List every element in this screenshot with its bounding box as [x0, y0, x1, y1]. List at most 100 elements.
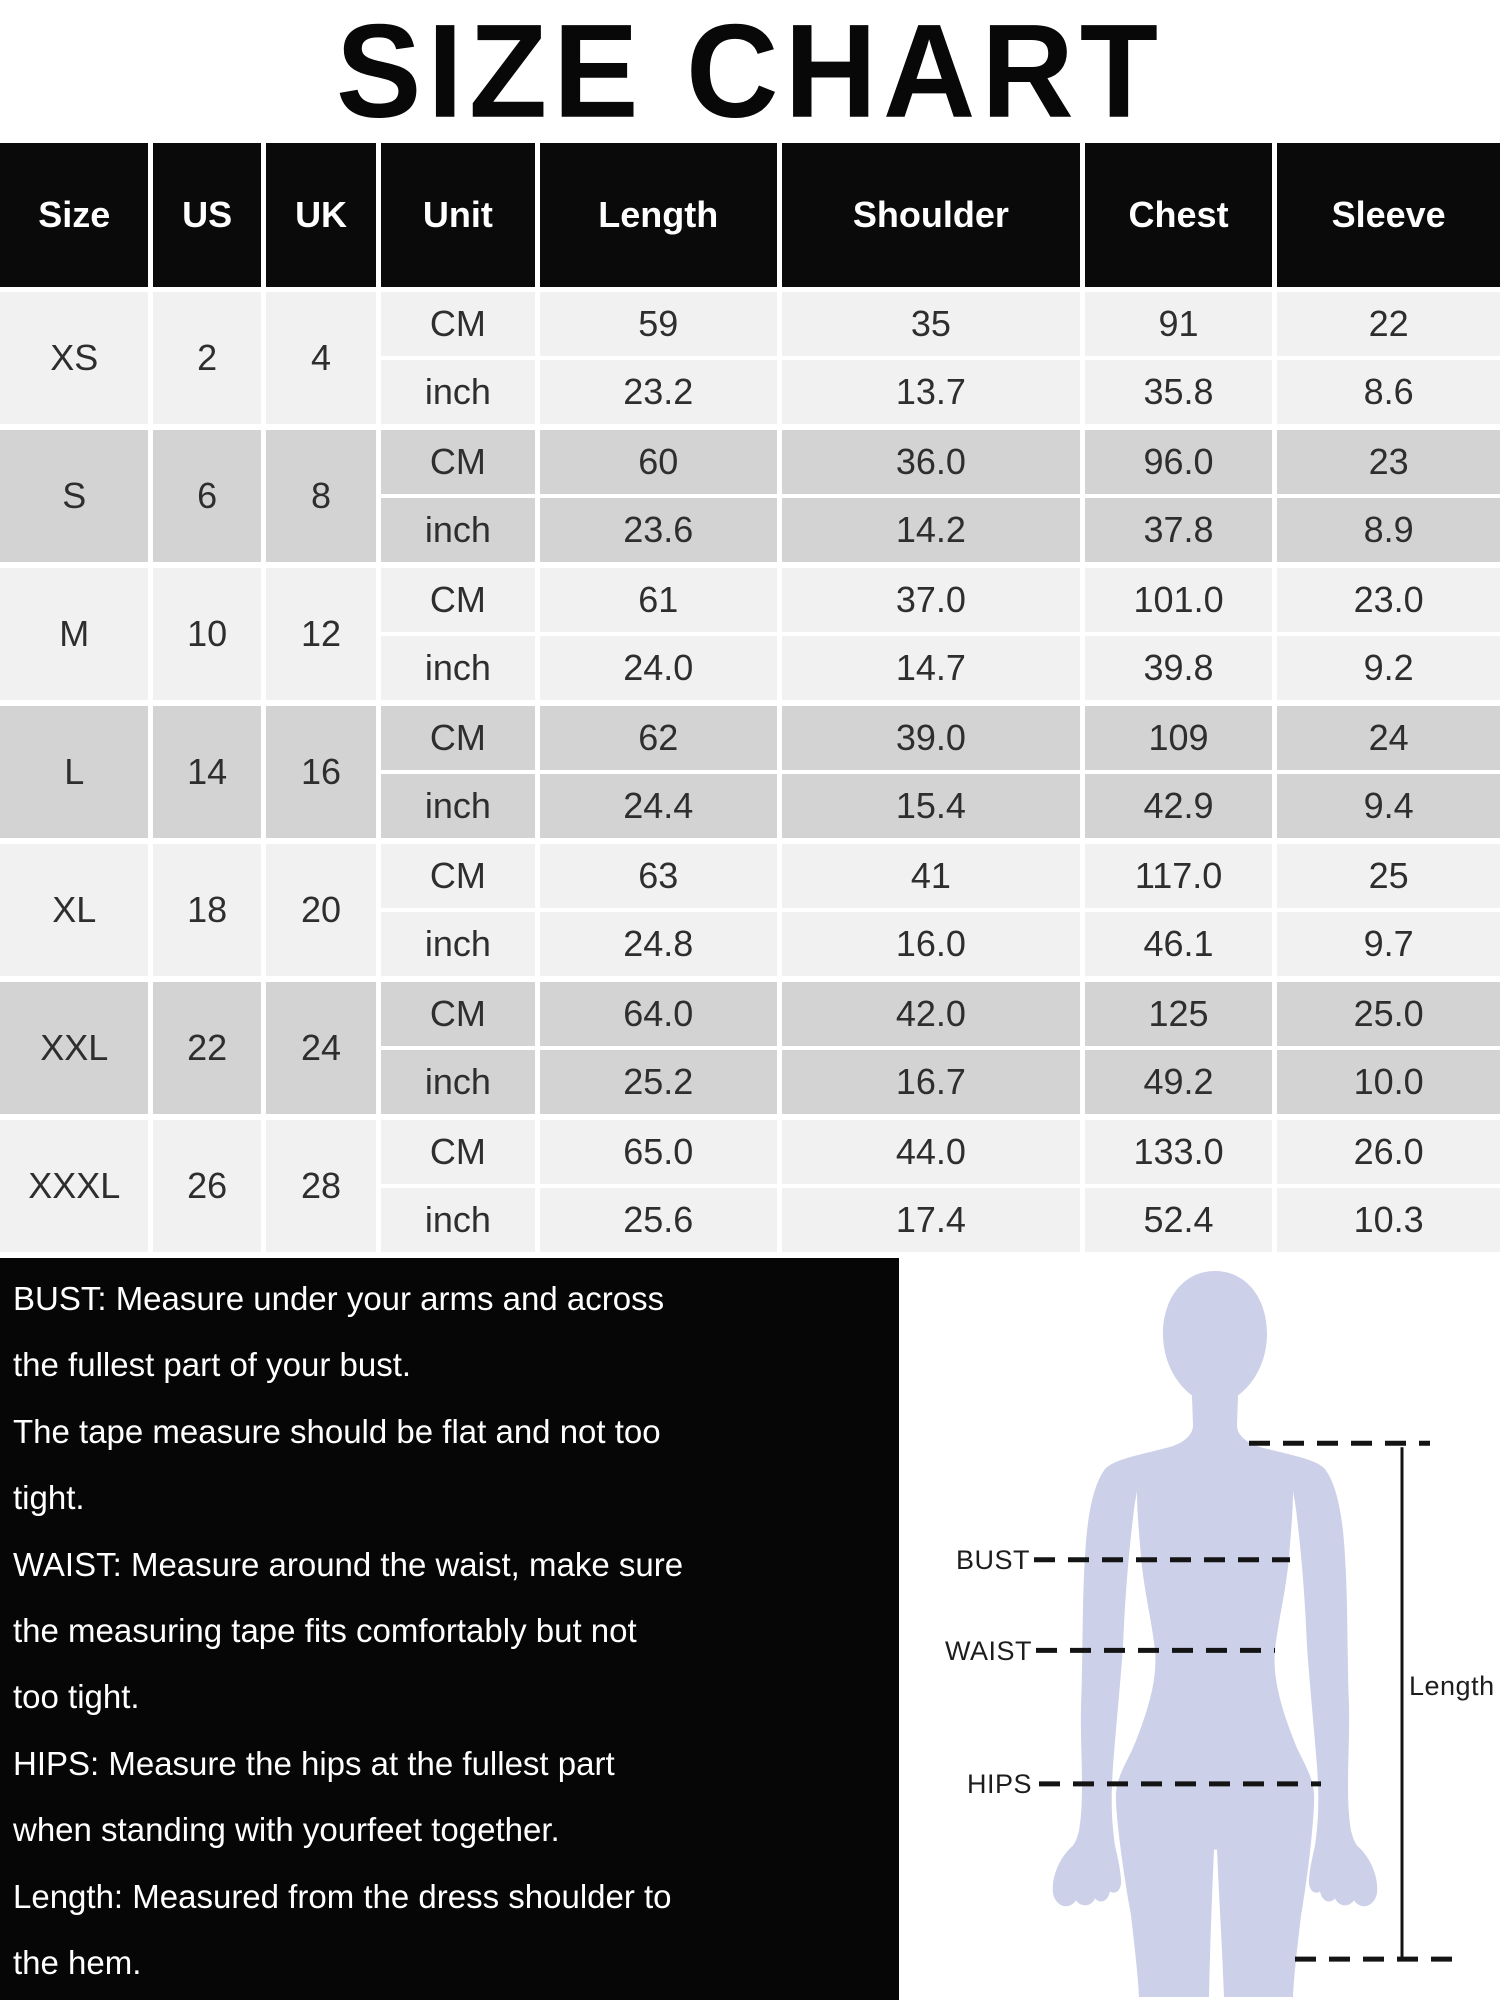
measure-cell: 10.3 [1277, 1188, 1500, 1252]
measure-cell: 62 [539, 706, 777, 770]
bust-label: BUST [956, 1545, 1031, 1575]
note-line: Length: Measured from the dress shoulder… [13, 1877, 672, 1915]
note-line: the measuring tape fits comfortably but … [13, 1612, 637, 1650]
note-line: BUST: Measure under your arms and across [13, 1280, 665, 1317]
unit-cell-cm: CM [381, 706, 535, 770]
title-bar: SIZE CHART [0, 0, 1500, 143]
measure-cell: 59 [539, 292, 777, 356]
table-header-row: Size US UK Unit Length Shoulder Chest Sl… [0, 143, 1500, 287]
unit-cell-cm: CM [381, 1120, 535, 1184]
header-cell-unit: Unit [381, 143, 535, 287]
measure-cell: 35.8 [1084, 360, 1273, 424]
uk-cell: 28 [265, 1120, 377, 1252]
measure-instructions-panel: BUST: Measure under your arms and across… [0, 1258, 899, 2000]
header-cell-us: US [153, 143, 261, 287]
unit-cell-inch: inch [381, 360, 535, 424]
uk-cell: 12 [265, 568, 377, 700]
unit-cell-cm: CM [381, 844, 535, 908]
measure-cell: 25.6 [539, 1188, 777, 1252]
measure-cell: 41 [781, 844, 1080, 908]
unit-cell-inch: inch [381, 912, 535, 976]
measure-cell: 49.2 [1084, 1050, 1273, 1114]
measure-cell: 14.7 [781, 636, 1080, 700]
unit-cell-inch: inch [381, 1188, 535, 1252]
measure-cell: 39.8 [1084, 636, 1273, 700]
page-title: SIZE CHART [336, 0, 1164, 146]
measurement-diagram: BUST WAIST HIPS Length [899, 1258, 1500, 2000]
measure-cell: 117.0 [1084, 844, 1273, 908]
table-row-group-s: S 6 8 CM 60 36.0 96.0 23 inch 23.6 14.2 … [0, 430, 1500, 562]
us-cell: 22 [153, 982, 261, 1114]
measure-cell: 26.0 [1277, 1120, 1500, 1184]
measurement-guide-lines [1034, 1440, 1456, 1962]
measure-cell: 63 [539, 844, 777, 908]
size-cell: XS [0, 292, 149, 424]
unit-cell-cm: CM [381, 292, 535, 356]
measure-cell: 101.0 [1084, 568, 1273, 632]
uk-cell: 24 [265, 982, 377, 1114]
measure-cell: 46.1 [1084, 912, 1273, 976]
measure-cell: 25.0 [1277, 982, 1500, 1046]
measure-cell: 39.0 [781, 706, 1080, 770]
bottom-section: BUST: Measure under your arms and across… [0, 1258, 1500, 2000]
female-body-silhouette [1052, 1270, 1378, 1998]
us-cell: 18 [153, 844, 261, 976]
measure-cell: 35 [781, 292, 1080, 356]
header-cell-chest: Chest [1084, 143, 1273, 287]
table-row-group-xxl: XXL 22 24 CM 64.0 42.0 125 25.0 inch 25.… [0, 982, 1500, 1114]
measure-cell: 9.7 [1277, 912, 1500, 976]
header-cell-sleeve: Sleeve [1277, 143, 1500, 287]
measure-cell: 42.9 [1084, 774, 1273, 838]
us-cell: 6 [153, 430, 261, 562]
unit-cell-inch: inch [381, 774, 535, 838]
measure-cell: 24 [1277, 706, 1500, 770]
uk-cell: 20 [265, 844, 377, 976]
note-line: HIPS: Measure the hips at the fullest pa… [13, 1744, 615, 1782]
measure-cell: 9.2 [1277, 636, 1500, 700]
unit-cell-inch: inch [381, 636, 535, 700]
measure-cell: 65.0 [539, 1120, 777, 1184]
us-cell: 10 [153, 568, 261, 700]
measure-cell: 16.7 [781, 1050, 1080, 1114]
table-row-group-xl: XL 18 20 CM 63 41 117.0 25 inch 24.8 16.… [0, 844, 1500, 976]
body-silhouette-diagram [1034, 1270, 1456, 1998]
note-line: WAIST: Measure around the waist, make su… [13, 1545, 684, 1583]
measure-cell: 23 [1277, 430, 1500, 494]
note-line: the hem. [13, 1944, 142, 1982]
size-cell: S [0, 430, 149, 562]
uk-cell: 4 [265, 292, 377, 424]
measure-cell: 37.0 [781, 568, 1080, 632]
table-row-group-xs: XS 2 4 CM 59 35 91 22 inch 23.2 13.7 35.… [0, 292, 1500, 424]
header-cell-size: Size [0, 143, 149, 287]
measure-cell: 125 [1084, 982, 1273, 1046]
unit-cell-inch: inch [381, 1050, 535, 1114]
header-cell-uk: UK [265, 143, 377, 287]
note-line: The tape measure should be flat and not … [13, 1412, 661, 1450]
table-row-group-m: M 10 12 CM 61 37.0 101.0 23.0 inch 24.0 … [0, 568, 1500, 700]
measure-cell: 13.7 [781, 360, 1080, 424]
note-line: the fullest part of your bust. [13, 1346, 412, 1384]
us-cell: 2 [153, 292, 261, 424]
table-row-group-xxxl: XXXL 26 28 CM 65.0 44.0 133.0 26.0 inch … [0, 1120, 1500, 1252]
measure-cell: 25 [1277, 844, 1500, 908]
measure-cell: 24.0 [539, 636, 777, 700]
measure-cell: 23.0 [1277, 568, 1500, 632]
measure-cell: 44.0 [781, 1120, 1080, 1184]
unit-cell-cm: CM [381, 430, 535, 494]
header-cell-length: Length [539, 143, 777, 287]
measure-cell: 23.6 [539, 498, 777, 562]
measure-cell: 42.0 [781, 982, 1080, 1046]
size-cell: M [0, 568, 149, 700]
measure-cell: 9.4 [1277, 774, 1500, 838]
uk-cell: 16 [265, 706, 377, 838]
measure-cell: 64.0 [539, 982, 777, 1046]
waist-label: WAIST [945, 1636, 1032, 1666]
measure-cell: 17.4 [781, 1188, 1080, 1252]
measure-cell: 91 [1084, 292, 1273, 356]
measure-cell: 109 [1084, 706, 1273, 770]
measure-cell: 16.0 [781, 912, 1080, 976]
us-cell: 26 [153, 1120, 261, 1252]
measure-cell: 60 [539, 430, 777, 494]
measure-cell: 61 [539, 568, 777, 632]
